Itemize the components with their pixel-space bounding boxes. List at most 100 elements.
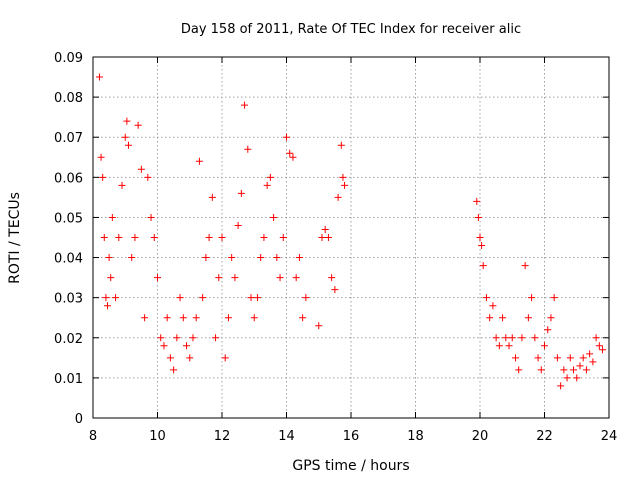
- data-point: [573, 374, 581, 382]
- data-point: [495, 342, 503, 350]
- axis-ticks: 0 0.01 0.02 0.03 0.04 0.05 0.06 0.07 0.08 0.09 8 10…: [54, 51, 617, 444]
- data-point: [292, 274, 300, 282]
- data-point: [534, 354, 542, 362]
- data-point: [511, 354, 519, 362]
- data-point: [221, 354, 229, 362]
- data-point: [570, 366, 578, 374]
- y-tick-label: 0.09: [54, 51, 83, 66]
- data-point: [144, 173, 152, 181]
- data-point: [147, 213, 155, 221]
- x-tick-label: 12: [214, 429, 231, 444]
- data-point: [195, 157, 203, 165]
- data-point: [553, 354, 561, 362]
- x-tick-label: 20: [472, 429, 489, 444]
- data-point: [270, 213, 278, 221]
- data-point: [102, 294, 110, 302]
- data-point: [99, 173, 107, 181]
- data-point: [241, 101, 249, 109]
- data-point: [289, 153, 297, 161]
- data-point: [518, 334, 526, 342]
- data-point: [123, 117, 131, 125]
- data-point: [260, 234, 268, 241]
- data-point: [339, 173, 347, 181]
- data-point: [502, 334, 510, 342]
- y-tick-label: 0.05: [54, 211, 83, 226]
- data-point: [547, 314, 555, 322]
- data-point: [166, 354, 174, 362]
- data-point: [234, 221, 242, 229]
- data-point: [160, 342, 168, 350]
- data-point: [95, 73, 103, 81]
- data-point: [115, 234, 123, 241]
- data-point: [150, 234, 158, 241]
- data-point: [589, 358, 597, 366]
- data-point: [521, 262, 529, 270]
- y-axis-label: ROTI / TECUs: [7, 192, 23, 284]
- data-point: [157, 334, 165, 342]
- data-point: [215, 274, 223, 282]
- data-point: [283, 133, 290, 141]
- data-point: [276, 274, 284, 282]
- data-point: [531, 334, 539, 342]
- data-point: [244, 145, 252, 153]
- data-point: [231, 274, 239, 282]
- data-point: [576, 362, 584, 370]
- data-point: [128, 254, 136, 262]
- data-point: [105, 254, 113, 262]
- data-point: [107, 274, 115, 282]
- y-tick-label: 0.04: [54, 252, 83, 267]
- data-point: [279, 234, 287, 241]
- data-point: [199, 294, 207, 302]
- data-point: [237, 189, 245, 197]
- data-point: [183, 342, 191, 350]
- chart-title: Day 158 of 2011, Rate Of TEC Index for r…: [181, 22, 521, 37]
- data-point: [257, 254, 265, 262]
- data-point: [537, 366, 545, 374]
- x-tick-label: 8: [89, 429, 97, 444]
- x-tick-label: 24: [601, 429, 618, 444]
- data-point: [299, 314, 307, 322]
- data-point: [318, 234, 326, 241]
- data-point: [112, 294, 120, 302]
- data-point: [337, 141, 345, 149]
- data-point: [170, 366, 178, 374]
- data-point: [228, 254, 236, 262]
- data-point: [315, 322, 323, 330]
- data-point: [492, 334, 500, 342]
- y-tick-label: 0.06: [54, 171, 83, 186]
- data-point: [324, 234, 332, 241]
- y-tick-label: 0.02: [54, 332, 83, 347]
- data-point: [508, 334, 516, 342]
- data-point: [224, 314, 232, 322]
- y-tick-label: 0.08: [54, 91, 83, 106]
- data-point: [295, 254, 303, 262]
- data-point: [202, 254, 210, 262]
- data-point: [118, 181, 126, 189]
- data-point: [541, 342, 548, 350]
- data-point: [247, 294, 255, 302]
- x-axis-label: GPS time / hours: [292, 458, 409, 474]
- data-point: [499, 314, 507, 322]
- data-point: [141, 314, 149, 322]
- data-point: [186, 354, 194, 362]
- data-point: [253, 294, 261, 302]
- data-point: [592, 334, 600, 342]
- data-point: [179, 314, 187, 322]
- data-point: [341, 181, 349, 189]
- data-point: [286, 149, 294, 157]
- data-point: [489, 302, 497, 310]
- x-tick-label: 18: [407, 429, 424, 444]
- data-point: [550, 294, 558, 302]
- data-point: [108, 213, 116, 221]
- data-point: [566, 354, 574, 362]
- data-point: [476, 234, 484, 241]
- data-point: [582, 366, 590, 374]
- data-point: [189, 334, 197, 342]
- data-point: [478, 242, 486, 250]
- data-point: [586, 350, 594, 358]
- y-tick-label: 0.07: [54, 131, 83, 146]
- data-point: [321, 225, 329, 233]
- data-point: [486, 314, 494, 322]
- data-point: [515, 366, 523, 374]
